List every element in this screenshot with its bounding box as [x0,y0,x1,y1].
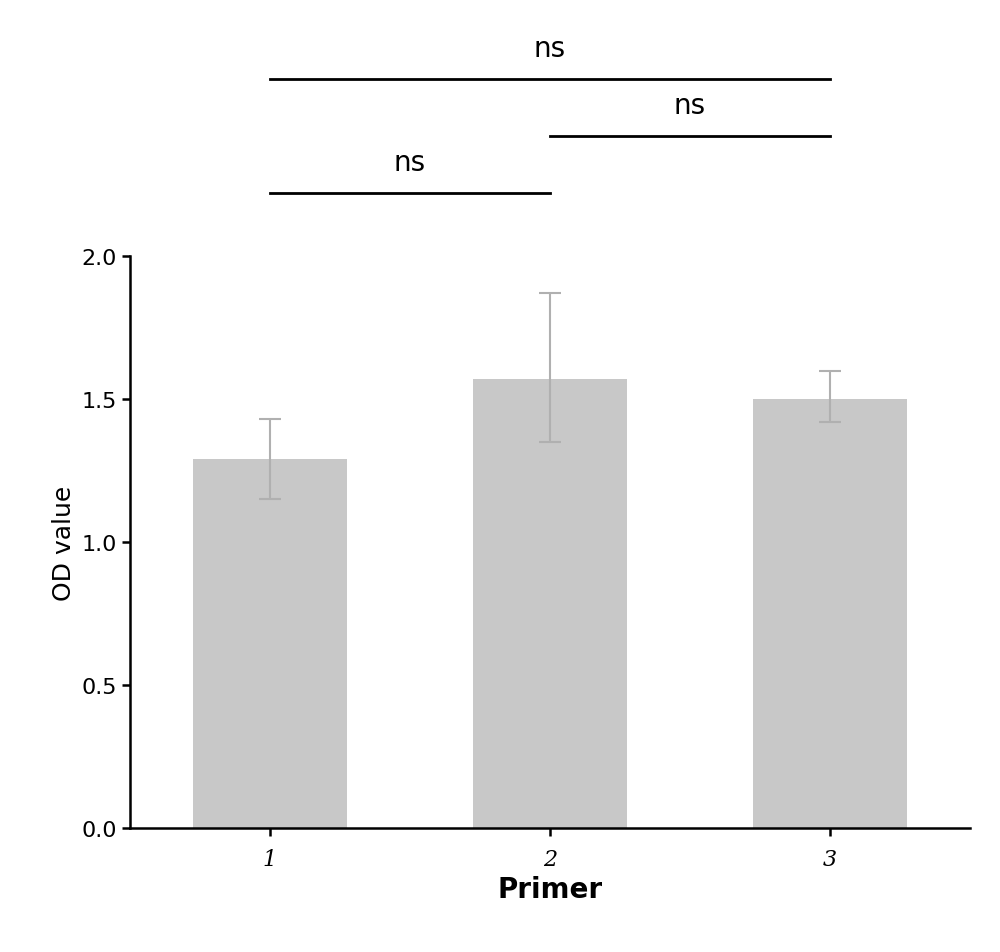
Y-axis label: OD value: OD value [52,486,76,600]
Bar [753,400,907,828]
Bar [473,380,627,828]
X-axis label: Primer: Primer [497,875,603,903]
Text: ns: ns [394,149,426,177]
Bar [193,460,347,828]
Text: ns: ns [674,92,706,120]
Text: ns: ns [534,35,566,63]
